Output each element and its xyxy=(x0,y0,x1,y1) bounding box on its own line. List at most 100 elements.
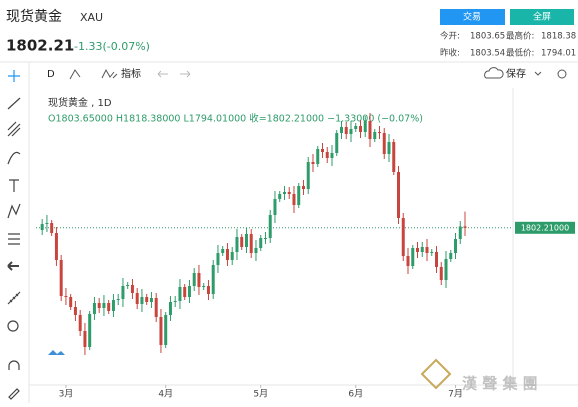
candle-body xyxy=(135,293,139,304)
x-tick-label: 3月 xyxy=(59,389,74,400)
price: 1802.21 xyxy=(6,37,74,55)
stat-label: 昨收: xyxy=(440,48,460,59)
trade-label[interactable]: 交易 xyxy=(463,11,481,23)
candle-body xyxy=(263,238,267,239)
candle-body xyxy=(183,287,187,297)
candle-body xyxy=(78,315,82,331)
candle-body xyxy=(88,314,92,347)
candle-body xyxy=(126,285,130,286)
magnet-tool[interactable] xyxy=(8,360,20,370)
candle-body xyxy=(320,149,324,152)
candle-body xyxy=(73,307,77,315)
watermark-text: 漢 聲 集 團 xyxy=(462,375,538,393)
candle-body xyxy=(97,303,101,308)
candle-body xyxy=(216,253,220,265)
candle-body xyxy=(401,218,405,256)
candle-body xyxy=(111,300,115,311)
candle-body xyxy=(273,199,277,215)
indicator-icon[interactable] xyxy=(101,68,118,79)
drawing-tools xyxy=(7,70,21,400)
pattern-tool[interactable] xyxy=(7,203,21,219)
candle-body xyxy=(225,249,229,260)
candle-body xyxy=(211,265,215,294)
candle-body xyxy=(316,149,320,164)
cloud-icon[interactable] xyxy=(484,67,504,79)
trade-button[interactable] xyxy=(440,9,505,25)
candle-body xyxy=(149,298,153,302)
stat-value: 1803.54 xyxy=(470,49,505,59)
x-tick-label: 6月 xyxy=(348,389,363,400)
candle-body xyxy=(397,172,401,218)
candle-body xyxy=(292,194,296,205)
chart-style-icon[interactable] xyxy=(69,69,81,80)
candle-body xyxy=(59,260,63,296)
fib-tool[interactable] xyxy=(7,121,21,137)
candle-body xyxy=(392,142,396,172)
candle-body xyxy=(349,129,353,134)
candle-body xyxy=(235,237,239,252)
undo-redo[interactable] xyxy=(157,70,191,78)
candle-body xyxy=(368,121,372,139)
candle-body xyxy=(339,127,343,133)
stat-value: 1803.65 xyxy=(470,32,505,42)
fullscreen-button[interactable] xyxy=(510,9,574,25)
candle-body xyxy=(311,162,315,164)
zoom-tool[interactable] xyxy=(7,320,19,332)
candle-body xyxy=(449,253,453,259)
candle-body xyxy=(325,152,329,158)
pencil-tool[interactable] xyxy=(8,388,20,400)
stat-value: 1794.01 xyxy=(541,49,576,59)
candle-body xyxy=(164,315,168,345)
candle-body xyxy=(330,153,334,158)
candle-body xyxy=(363,121,367,132)
candle-body xyxy=(187,286,191,297)
indicators[interactable]: 指标 xyxy=(121,67,141,80)
back-tool[interactable] xyxy=(7,261,19,271)
candle-body xyxy=(159,317,163,345)
brush-tool[interactable] xyxy=(7,151,21,165)
chart-title: 现货黄金 , 1D xyxy=(48,96,112,109)
dropdown-icon[interactable] xyxy=(534,71,542,76)
interval[interactable]: D xyxy=(47,69,55,80)
candle-body xyxy=(240,237,244,247)
candle-body xyxy=(297,186,301,205)
candle-body xyxy=(92,303,96,314)
trend-line-tool[interactable] xyxy=(7,97,21,110)
change: -1.33(-0.07%) xyxy=(74,40,150,53)
candle-body xyxy=(116,299,120,300)
candle-body xyxy=(278,194,282,199)
candle-body xyxy=(387,142,391,154)
settings-icon[interactable] xyxy=(557,69,567,79)
x-tick-label: 4月 xyxy=(158,389,173,400)
candle-body xyxy=(145,297,149,302)
candle-body xyxy=(439,267,443,280)
crosshair-tool[interactable] xyxy=(8,70,20,82)
last-price-label: 1802.21000 xyxy=(521,223,569,232)
candle-body xyxy=(358,126,362,132)
candle-body xyxy=(168,302,172,315)
candle-body xyxy=(425,247,429,253)
last-price-box xyxy=(515,221,575,234)
stat-label: 最高价: xyxy=(506,31,534,42)
candle-body xyxy=(306,162,310,189)
candle-body xyxy=(83,331,87,347)
ruler-tool[interactable] xyxy=(7,291,21,305)
candle-body xyxy=(463,226,467,228)
x-tick-label: 5月 xyxy=(253,389,268,400)
save[interactable]: 保存 xyxy=(506,67,526,80)
candle-body xyxy=(102,303,106,308)
candle-body xyxy=(244,234,248,247)
fullscreen-label[interactable]: 全屏 xyxy=(533,11,551,23)
candle-body xyxy=(178,287,182,301)
prediction-tool[interactable] xyxy=(8,233,20,245)
x-tick-label: 7月 xyxy=(448,389,463,400)
candle-body xyxy=(301,186,305,189)
stat-label: 今开: xyxy=(440,31,460,42)
candle-body xyxy=(287,192,291,194)
candle-body xyxy=(382,133,386,154)
candle-body xyxy=(221,249,225,253)
candle-body xyxy=(54,233,58,260)
candle-body xyxy=(121,286,125,299)
text-tool[interactable] xyxy=(9,179,19,192)
